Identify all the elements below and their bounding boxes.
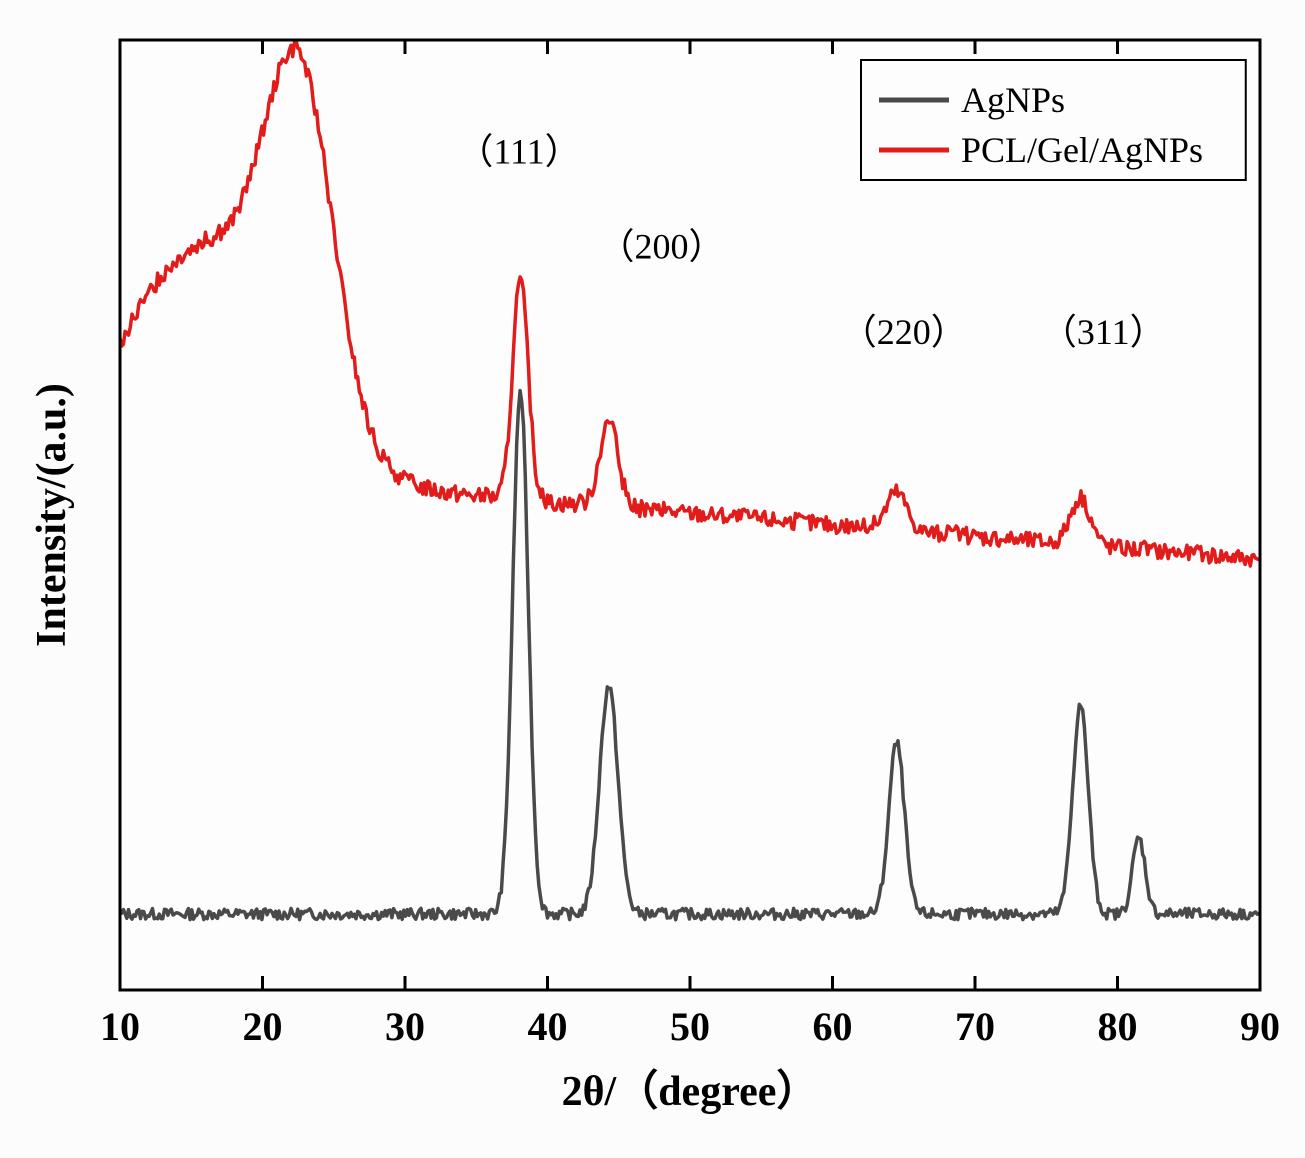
x-tick-label: 30	[385, 1004, 425, 1049]
legend-label: PCL/Gel/AgNPs	[961, 130, 1203, 170]
chart-svg: 10 20 30 40 50 60 70 80 90 2θ/（degree） Intensity/(…	[0, 0, 1305, 1158]
x-tick-label: 90	[1240, 1004, 1280, 1049]
x-tick-label: 80	[1098, 1004, 1138, 1049]
x-tick-label: 40	[528, 1004, 568, 1049]
legend-label: AgNPs	[961, 80, 1065, 120]
y-axis-label: Intensity/(a.u.)	[29, 383, 75, 647]
x-tick-label: 50	[670, 1004, 710, 1049]
x-tick-label: 10	[100, 1004, 140, 1049]
x-tick-label: 60	[813, 1004, 853, 1049]
peak-label: （311）	[1041, 312, 1166, 352]
peak-label: （220）	[841, 312, 967, 352]
xrd-chart: 10 20 30 40 50 60 70 80 90 2θ/（degree） Intensity/(…	[0, 0, 1305, 1158]
x-tick-label: 20	[243, 1004, 283, 1049]
x-axis-label: 2θ/（degree）	[562, 1068, 819, 1115]
peak-label: （111）	[457, 132, 580, 172]
x-tick-label: 70	[955, 1004, 995, 1049]
peak-label: （200）	[598, 227, 724, 267]
